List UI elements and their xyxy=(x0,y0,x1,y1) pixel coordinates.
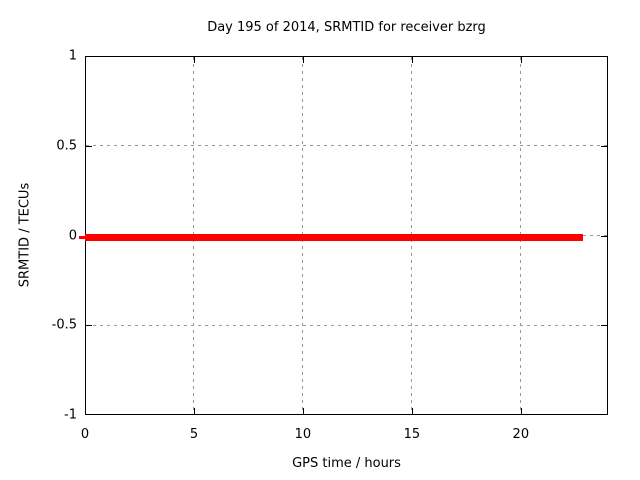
y-tick-label: 0 xyxy=(68,228,77,243)
x-tick-label: 10 xyxy=(294,427,312,442)
x-tick-label: 20 xyxy=(512,427,530,442)
y-tick-mark-right xyxy=(601,145,607,147)
x-tick-mark-top xyxy=(302,57,304,63)
x-axis-label: GPS time / hours xyxy=(292,456,401,471)
x-tick-label: 0 xyxy=(80,427,90,442)
x-tick-mark-bottom xyxy=(193,408,195,414)
y-tick-mark-right xyxy=(601,235,607,237)
y-tick-mark-left xyxy=(86,325,92,327)
x-tick-mark-bottom xyxy=(411,408,413,414)
chart-title: Day 195 of 2014, SRMTID for receiver bzr… xyxy=(207,20,486,35)
x-tick-mark-top xyxy=(193,57,195,63)
y-tick-mark-right xyxy=(601,325,607,327)
y-gridline xyxy=(86,145,607,147)
y-tick-label: -1 xyxy=(64,407,77,423)
y-tick-label: 1 xyxy=(68,48,77,64)
x-tick-label: 5 xyxy=(189,427,199,442)
y-tick-label: 0.5 xyxy=(56,138,77,154)
y-gridline xyxy=(86,324,607,326)
x-tick-mark-bottom xyxy=(302,408,304,414)
y-tick-mark-left xyxy=(86,145,92,147)
x-tick-label: 15 xyxy=(403,427,421,442)
series-line-srmtid xyxy=(85,234,583,241)
y-tick-label: -0.5 xyxy=(51,317,77,333)
series-left-edge-cap xyxy=(79,236,85,239)
x-tick-mark-bottom xyxy=(520,408,522,414)
x-tick-mark-top xyxy=(411,57,413,63)
x-tick-mark-top xyxy=(520,57,522,63)
